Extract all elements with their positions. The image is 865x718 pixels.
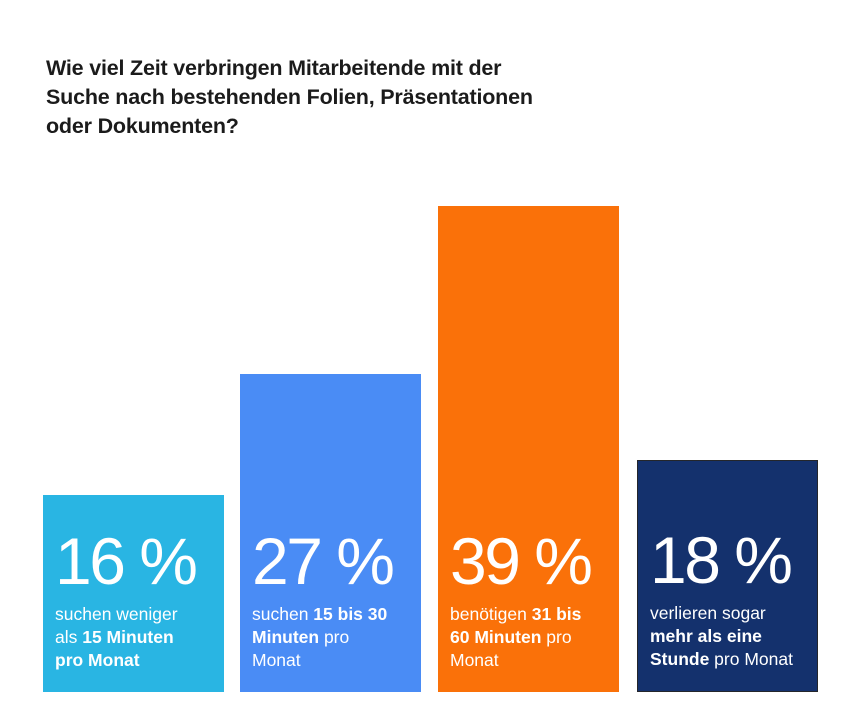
bar-text-block: 39 % benötigen 31 bis 60 Minuten pro Monat (438, 528, 619, 692)
bar-percentage-label: 27 % (252, 524, 395, 598)
chart-bar-16-percent: 16 % suchen weniger als 15 Minuten pro Mona… (43, 495, 224, 692)
bar-percentage-label: 39 % (450, 524, 593, 598)
bar-description: benötigen 31 bis 60 Minuten pro Monat (450, 603, 611, 672)
bar-text-block: 18 % verlieren sogar mehr als eine Stunde p… (638, 527, 817, 691)
bar-description: suchen 15 bis 30 Minuten pro Monat (252, 603, 413, 672)
bar-description-line: Stunde pro Monat (650, 649, 793, 669)
chart-bar-18-percent: 18 % verlieren sogar mehr als eine Stunde p… (637, 460, 818, 692)
chart-bar-39-percent: 39 % benötigen 31 bis 60 Minuten pro Monat (438, 206, 619, 692)
bar-percentage-label: 18 % (650, 523, 793, 597)
bar-description-line: pro Monat (55, 650, 140, 670)
bar-description-line: als 15 Minuten (55, 627, 174, 647)
bar-description-line: benötigen 31 bis (450, 604, 582, 624)
bar-description-line: Monat (252, 650, 301, 670)
bar-description: suchen weniger als 15 Minuten pro Monat (55, 603, 216, 672)
bar-text-block: 16 % suchen weniger als 15 Minuten pro Mona… (43, 528, 224, 692)
bar-description-line: Minuten pro (252, 627, 350, 647)
chart-bar-27-percent: 27 % suchen 15 bis 30 Minuten pro Monat (240, 374, 421, 692)
bar-description: verlieren sogar mehr als eine Stunde pro M… (650, 602, 809, 671)
bar-description-line: suchen 15 bis 30 (252, 604, 388, 624)
bar-description-line: Monat (450, 650, 499, 670)
bar-description-line: suchen weniger (55, 604, 178, 624)
bar-description-line: mehr als eine (650, 626, 762, 646)
bar-description-line: 60 Minuten pro (450, 627, 572, 647)
bar-description-line: verlieren sogar (650, 603, 766, 623)
bar-percentage-label: 16 % (55, 524, 198, 598)
bar-text-block: 27 % suchen 15 bis 30 Minuten pro Monat (240, 528, 421, 692)
chart-title: Wie viel Zeit verbringen Mitarbeitende m… (46, 56, 533, 138)
